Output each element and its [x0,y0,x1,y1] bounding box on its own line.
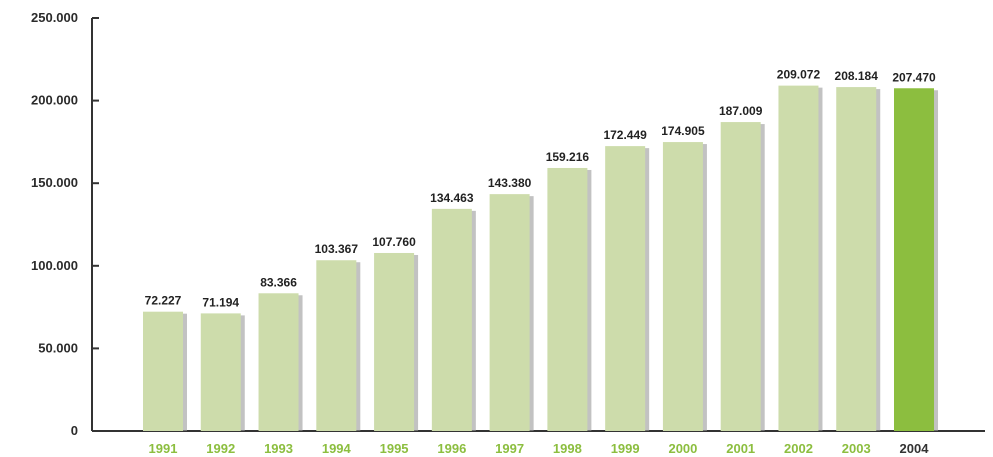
bar-1992 [200,313,241,431]
x-tick-label-2001: 2001 [726,441,755,456]
value-label-1994: 103.367 [315,242,359,256]
value-label-1995: 107.760 [372,235,416,249]
value-label-1998: 159.216 [546,150,590,164]
bar-2004 [894,88,935,432]
y-tick-label: 150.000 [31,175,78,190]
value-label-1996: 134.463 [430,191,474,205]
x-tick-label-2004: 2004 [900,441,930,456]
x-tick-label-2000: 2000 [668,441,697,456]
bar-2001 [720,122,761,432]
value-label-2003: 208.184 [835,69,879,83]
bar-1991 [143,311,183,431]
x-tick-label-1995: 1995 [380,441,409,456]
value-label-1999: 172.449 [603,128,647,142]
bars [143,85,939,432]
value-label-1992: 71.194 [202,295,239,309]
x-tick-label-1994: 1994 [322,441,352,456]
x-tick-label-1992: 1992 [206,441,235,456]
x-tick-label-1998: 1998 [553,441,582,456]
bar-1999 [605,146,646,431]
value-label-2002: 209.072 [777,68,821,82]
bar-1995 [374,252,415,431]
value-label-2001: 187.009 [719,104,763,118]
bar-1994 [316,260,357,431]
x-tick-label-1996: 1996 [437,441,466,456]
y-tick-label: 250.000 [31,10,78,25]
x-axis-ticks: 1991 1992 1993 1994 1995 1996 1997 1998 1999 2000… [149,441,930,456]
x-tick-label-2003: 2003 [842,441,871,456]
value-label-1991: 72.227 [145,294,182,308]
bar-2003 [836,87,877,432]
value-labels: 72.227 71.194 83.366 103.367 107.760 134.463 1… [145,68,936,310]
bar-1998 [547,167,588,432]
x-tick-label-1993: 1993 [264,441,293,456]
y-tick-label: 0 [71,423,78,438]
value-label-1997: 143.380 [488,176,532,190]
x-tick-label-1999: 1999 [611,441,640,456]
y-axis-ticks: 0 50.000 100.000 150.000 200.000 250.000 [31,10,99,438]
bar-1996 [431,208,472,431]
value-label-2004: 207.470 [892,70,936,84]
value-label-2000: 174.905 [661,124,705,138]
x-tick-label-2002: 2002 [784,441,813,456]
value-label-1993: 83.366 [260,275,297,289]
bar-1997 [489,194,530,431]
y-tick-label: 100.000 [31,258,78,273]
y-tick-label: 200.000 [31,93,78,108]
bar-1993 [258,293,299,431]
bar-2002 [778,85,819,432]
x-tick-label-1991: 1991 [149,441,178,456]
bar-2000 [662,142,703,431]
x-tick-label-1997: 1997 [495,441,524,456]
y-tick-label: 50.000 [38,340,78,355]
